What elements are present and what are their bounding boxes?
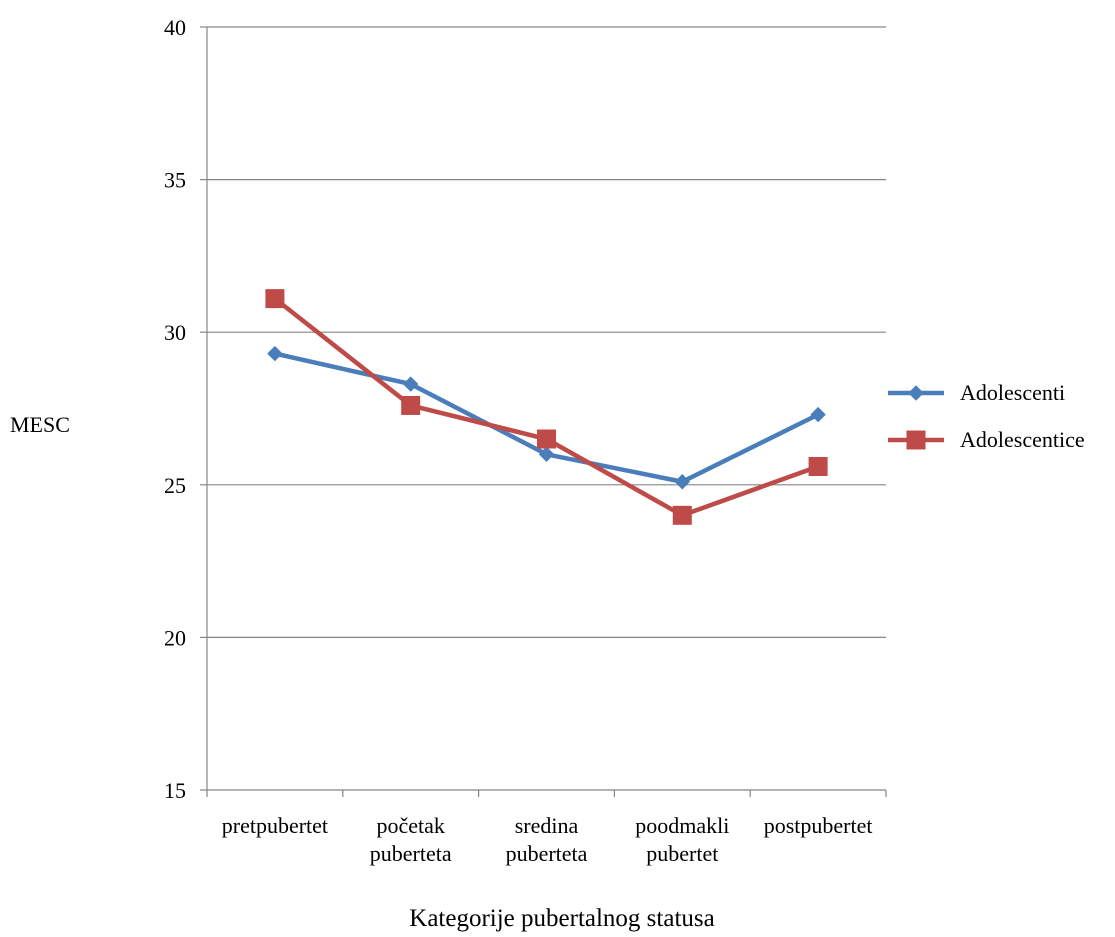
data-point <box>674 474 691 490</box>
y-tick-label: 20 <box>164 625 186 650</box>
legend-item: Adolescenti <box>888 380 1065 405</box>
x-tick-label: poodmakli pubertet <box>635 813 729 866</box>
y-tick-labels: 15 20 25 30 35 40 <box>164 15 207 803</box>
x-tick-label: sredina puberteta <box>506 813 588 866</box>
y-tick-label: 40 <box>164 15 186 40</box>
legend-label: Adolescentice <box>960 427 1085 452</box>
legend: Adolescenti Adolescentice <box>888 380 1085 452</box>
data-point <box>537 429 556 449</box>
data-point <box>538 446 555 462</box>
data-point <box>810 406 826 423</box>
series <box>265 289 828 525</box>
gridlines <box>207 26 886 639</box>
data-point <box>265 289 285 309</box>
x-tick-label: postpubertet <box>764 813 873 838</box>
legend-marker <box>908 385 924 401</box>
data-point <box>401 395 421 415</box>
x-tick-labels: pretpubertet početak puberteta sredina puber… <box>206 790 887 866</box>
legend-label: Adolescenti <box>960 380 1065 405</box>
axes <box>206 27 886 791</box>
y-tick-label: 25 <box>164 473 186 498</box>
series-1 <box>267 345 826 490</box>
data-point <box>672 505 692 525</box>
y-axis-label: MESC <box>10 412 70 437</box>
y-tick-label: 30 <box>164 320 186 345</box>
data-point <box>267 345 283 362</box>
legend-item: Adolescentice <box>888 427 1085 452</box>
x-tick-label: pretpubertet <box>222 813 328 838</box>
data-point <box>808 456 828 476</box>
legend-marker <box>906 430 926 450</box>
data-point <box>402 376 419 392</box>
x-axis-label: Kategorije pubertalnog statusa <box>409 905 714 932</box>
y-tick-label: 15 <box>164 778 186 803</box>
series-line <box>272 296 821 518</box>
series-line <box>272 351 821 484</box>
x-tick-label: početak puberteta <box>370 813 452 866</box>
series-2 <box>265 289 828 525</box>
y-tick-label: 35 <box>164 168 186 193</box>
